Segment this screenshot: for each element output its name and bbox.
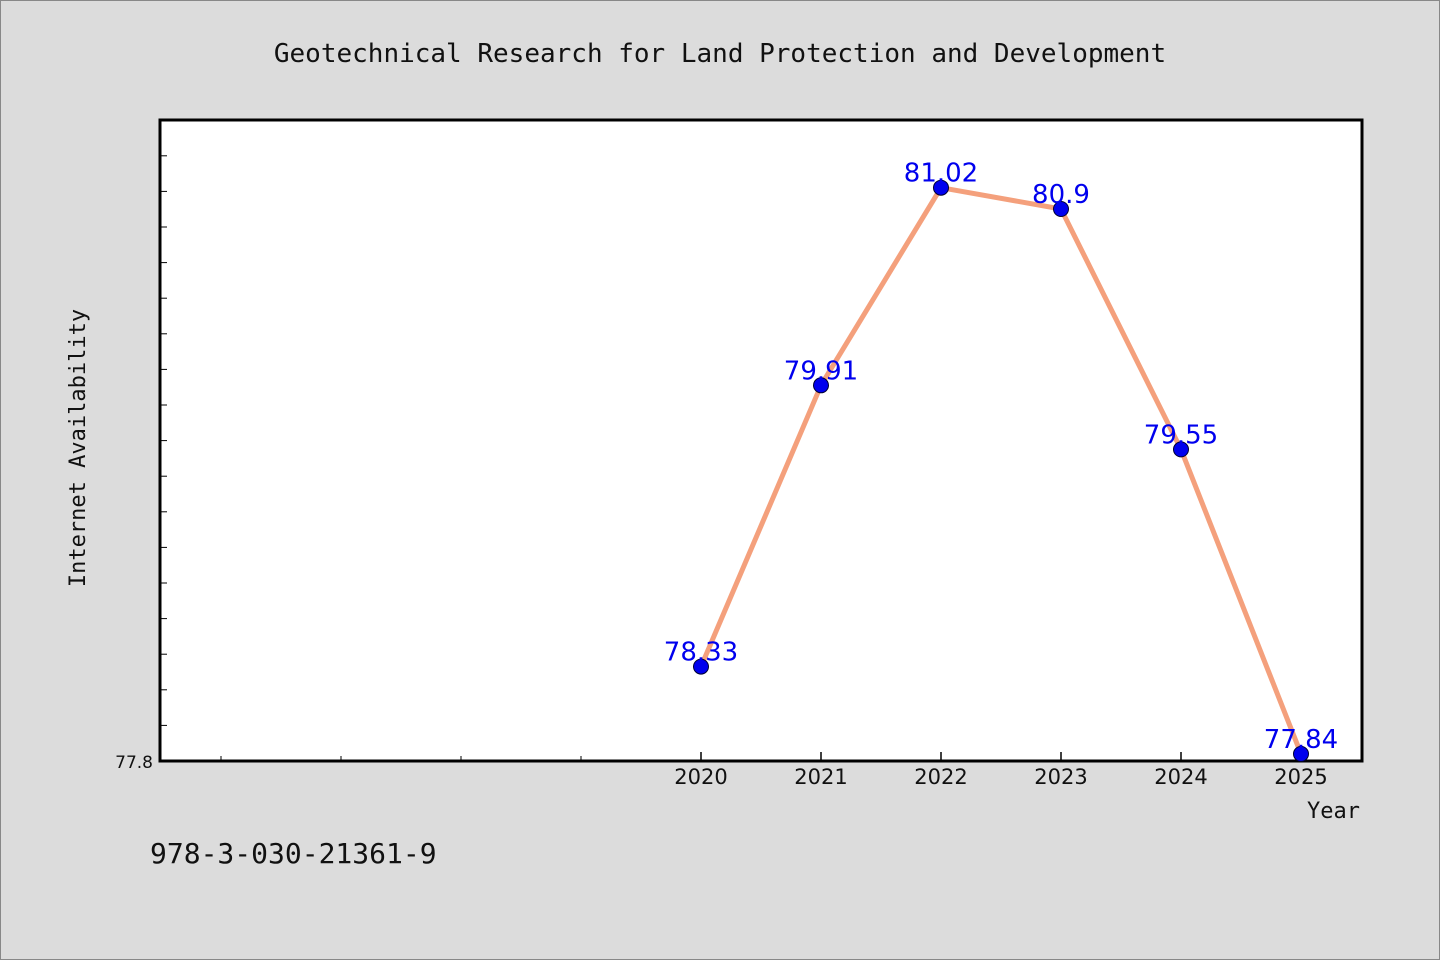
data-label: 79.55 (1144, 420, 1218, 450)
data-markers (693, 179, 1309, 762)
x-axis-minor-ticks (220, 756, 582, 761)
y-axis-ticks (160, 155, 167, 726)
data-point (1173, 441, 1189, 458)
data-point (933, 179, 949, 196)
x-tick-label: 2025 (1274, 765, 1327, 789)
x-tick-label: 2024 (1154, 765, 1207, 789)
chart-title: Geotechnical Research for Land Protectio… (274, 39, 1166, 69)
data-label: 81.02 (904, 159, 978, 189)
data-label: 78.33 (664, 638, 738, 668)
data-point (1053, 201, 1069, 217)
y-tick-label: 77.8 (115, 753, 153, 773)
series-line (698, 185, 1304, 755)
plot-area (158, 118, 1364, 763)
data-labels: 78.33 79.91 81.02 80.9 79.55 77.84 (664, 159, 1338, 755)
x-axis-label: Year (1307, 799, 1360, 824)
x-tick-labels: 2020 2021 2022 2023 2024 2025 (674, 765, 1327, 789)
data-point (813, 377, 829, 394)
isbn-text: 978-3-030-21361-9 (150, 837, 437, 870)
x-tick-label: 2022 (914, 765, 967, 789)
y-axis-label: Internet Availability (66, 309, 91, 587)
x-tick-label: 2020 (674, 765, 727, 789)
data-label: 80.9 (1032, 180, 1090, 210)
data-label: 77.84 (1264, 725, 1338, 755)
x-tick-label: 2021 (794, 765, 847, 789)
data-point (693, 658, 709, 675)
x-tick-label: 2023 (1034, 765, 1087, 789)
data-label: 79.91 (784, 356, 858, 386)
data-point (1293, 745, 1309, 762)
